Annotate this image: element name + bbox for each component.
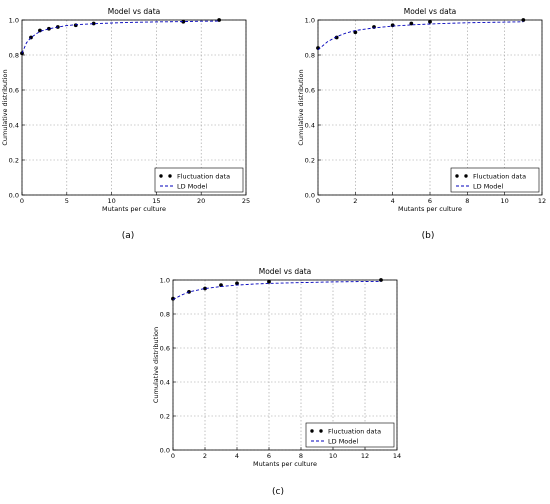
- x-tick-label: 6: [267, 452, 271, 460]
- data-point: [379, 278, 383, 282]
- data-point: [521, 18, 526, 22]
- model-line: [317, 21, 524, 51]
- y-tick-label: 0.8: [160, 310, 170, 318]
- legend-box: [450, 167, 540, 193]
- legend-label: LD Model: [473, 182, 503, 190]
- y-axis-label: Cumulative distribution: [1, 69, 9, 145]
- y-tick-label: 1.0: [305, 16, 315, 24]
- x-tick-label: 8: [465, 197, 469, 205]
- y-tick-label: 0.6: [305, 86, 315, 94]
- panel-caption: (a): [122, 231, 135, 241]
- legend-box: [305, 422, 395, 448]
- chart-title: Model vs data: [259, 267, 312, 276]
- data-point: [171, 296, 175, 301]
- legend: Fluctuation data LD Model: [450, 167, 540, 193]
- y-tick-label: 0.6: [160, 344, 170, 352]
- x-tick-label: 10: [329, 452, 337, 460]
- model-line: [21, 20, 220, 54]
- legend-point-marker: [464, 174, 468, 178]
- model-line: [172, 280, 382, 300]
- x-tick-label: 25: [242, 197, 250, 205]
- data-point: [73, 23, 78, 28]
- x-tick-label: 4: [391, 197, 395, 205]
- y-tick-label: 0.2: [9, 156, 19, 164]
- data-point: [217, 18, 222, 22]
- x-tick-label: 12: [361, 452, 369, 460]
- legend-point-marker: [319, 429, 323, 433]
- legend: Fluctuation data LD Model: [305, 422, 395, 448]
- plot-frame: [21, 19, 247, 196]
- y-tick-label: 0.8: [9, 51, 19, 59]
- x-axis-label: Mutants per culture: [398, 205, 462, 213]
- x-axis-label: Mutants per culture: [253, 460, 317, 468]
- x-tick-label: 14: [393, 452, 401, 460]
- x-tick-label: 20: [197, 197, 205, 205]
- y-tick-label: 0.6: [9, 86, 19, 94]
- x-tick-label: 4: [235, 452, 239, 460]
- legend-label: Fluctuation data: [473, 172, 526, 180]
- legend-label: Fluctuation data: [328, 427, 381, 435]
- chart-panel-b: 0 2 4 6 8 10 12 0.0 0.2 0.4 0.6 0.8 1.0 Model vs data…: [297, 7, 546, 241]
- panel-caption: (b): [422, 231, 435, 241]
- y-tick-label: 0.8: [305, 51, 315, 59]
- x-tick-label: 0: [316, 197, 320, 205]
- y-axis-label: Cumulative distribution: [152, 327, 160, 403]
- chart-title: Model vs data: [108, 7, 161, 16]
- legend-label: LD Model: [177, 182, 207, 190]
- y-tick-label: 0.2: [160, 412, 170, 420]
- y-tick-label: 0.4: [160, 378, 170, 386]
- data-point: [46, 26, 51, 31]
- y-tick-label: 0.0: [160, 446, 170, 454]
- x-tick-label: 2: [353, 197, 357, 205]
- x-tick-label: 6: [428, 197, 432, 205]
- y-tick-label: 0.4: [9, 121, 19, 129]
- y-axis-label: Cumulative distribution: [297, 69, 305, 145]
- y-tick-label: 0.0: [9, 191, 19, 199]
- legend-label: Fluctuation data: [177, 172, 230, 180]
- y-tick-label: 0.4: [305, 121, 315, 129]
- data-point: [334, 35, 339, 40]
- panel-caption: (c): [272, 487, 284, 497]
- y-tick-label: 0.0: [305, 191, 315, 199]
- chart-panel-c: 0 2 4 6 8 10 12 14 0.0 0.2 0.4 0.6 0.8 1.0 Model vs da…: [152, 267, 401, 497]
- x-tick-label: 15: [152, 197, 160, 205]
- x-tick-label: 0: [171, 452, 175, 460]
- data-point: [181, 19, 186, 24]
- data-point: [235, 281, 239, 286]
- x-tick-label: 5: [65, 197, 69, 205]
- x-tick-label: 10: [501, 197, 509, 205]
- data-point: [91, 21, 96, 26]
- data-point: [390, 23, 395, 28]
- legend: Fluctuation data LD Model: [154, 167, 244, 193]
- y-tick-label: 1.0: [9, 16, 19, 24]
- x-tick-label: 12: [538, 197, 546, 205]
- legend-point-marker: [455, 174, 459, 178]
- legend-point-marker: [168, 174, 172, 178]
- data-point: [353, 30, 358, 35]
- data-point: [428, 19, 432, 24]
- data-point: [409, 21, 414, 26]
- legend-box: [154, 167, 244, 193]
- legend-point-marker: [159, 174, 163, 178]
- chart-panel-a: 0 5 10 15 20 25 0.0 0.2 0.4 0.6 0.8 1.0 Model vs dat…: [1, 7, 250, 241]
- data-point: [203, 286, 207, 291]
- x-tick-label: 10: [107, 197, 115, 205]
- plot-frame: [172, 279, 398, 451]
- data-point: [267, 279, 271, 284]
- x-axis-label: Mutants per culture: [102, 205, 166, 213]
- y-tick-label: 0.2: [305, 156, 315, 164]
- y-tick-label: 1.0: [160, 276, 170, 284]
- legend-label: LD Model: [328, 437, 358, 445]
- legend-point-marker: [310, 429, 314, 433]
- chart-title: Model vs data: [404, 7, 457, 16]
- x-tick-label: 2: [203, 452, 207, 460]
- x-tick-label: 8: [299, 452, 303, 460]
- x-tick-label: 0: [20, 197, 24, 205]
